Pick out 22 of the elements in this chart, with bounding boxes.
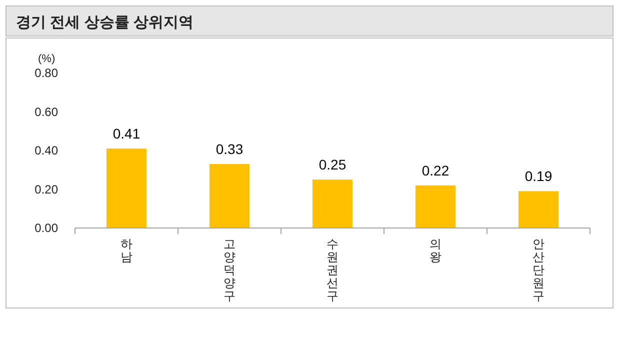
data-label: 0.19	[524, 168, 552, 184]
x-tick-label: 의왕	[430, 237, 442, 264]
y-tick-label: 0.40	[34, 144, 58, 158]
x-tick-label: 수원권선구	[326, 237, 338, 303]
x-tick-label: 안산단원구	[532, 237, 544, 303]
x-tick-label: 하남	[120, 237, 132, 264]
bar	[416, 185, 456, 228]
data-label: 0.22	[422, 162, 450, 178]
data-label: 0.33	[216, 141, 244, 158]
data-label: 0.25	[318, 156, 346, 173]
bar	[106, 148, 146, 228]
y-tick-label: 0.00	[34, 221, 58, 235]
bar	[312, 180, 352, 228]
y-tick-label: 0.60	[34, 104, 58, 119]
bar	[210, 164, 250, 228]
data-label: 0.41	[112, 126, 140, 142]
chart-title: 경기 전세 상승률 상위지역	[16, 14, 194, 31]
x-tick-label: 고양덕양구	[224, 237, 236, 303]
bar	[518, 191, 558, 228]
y-axis-title: (%)	[38, 53, 56, 65]
y-tick-label: 0.20	[34, 182, 58, 196]
y-tick-label: 0.80	[34, 66, 58, 80]
